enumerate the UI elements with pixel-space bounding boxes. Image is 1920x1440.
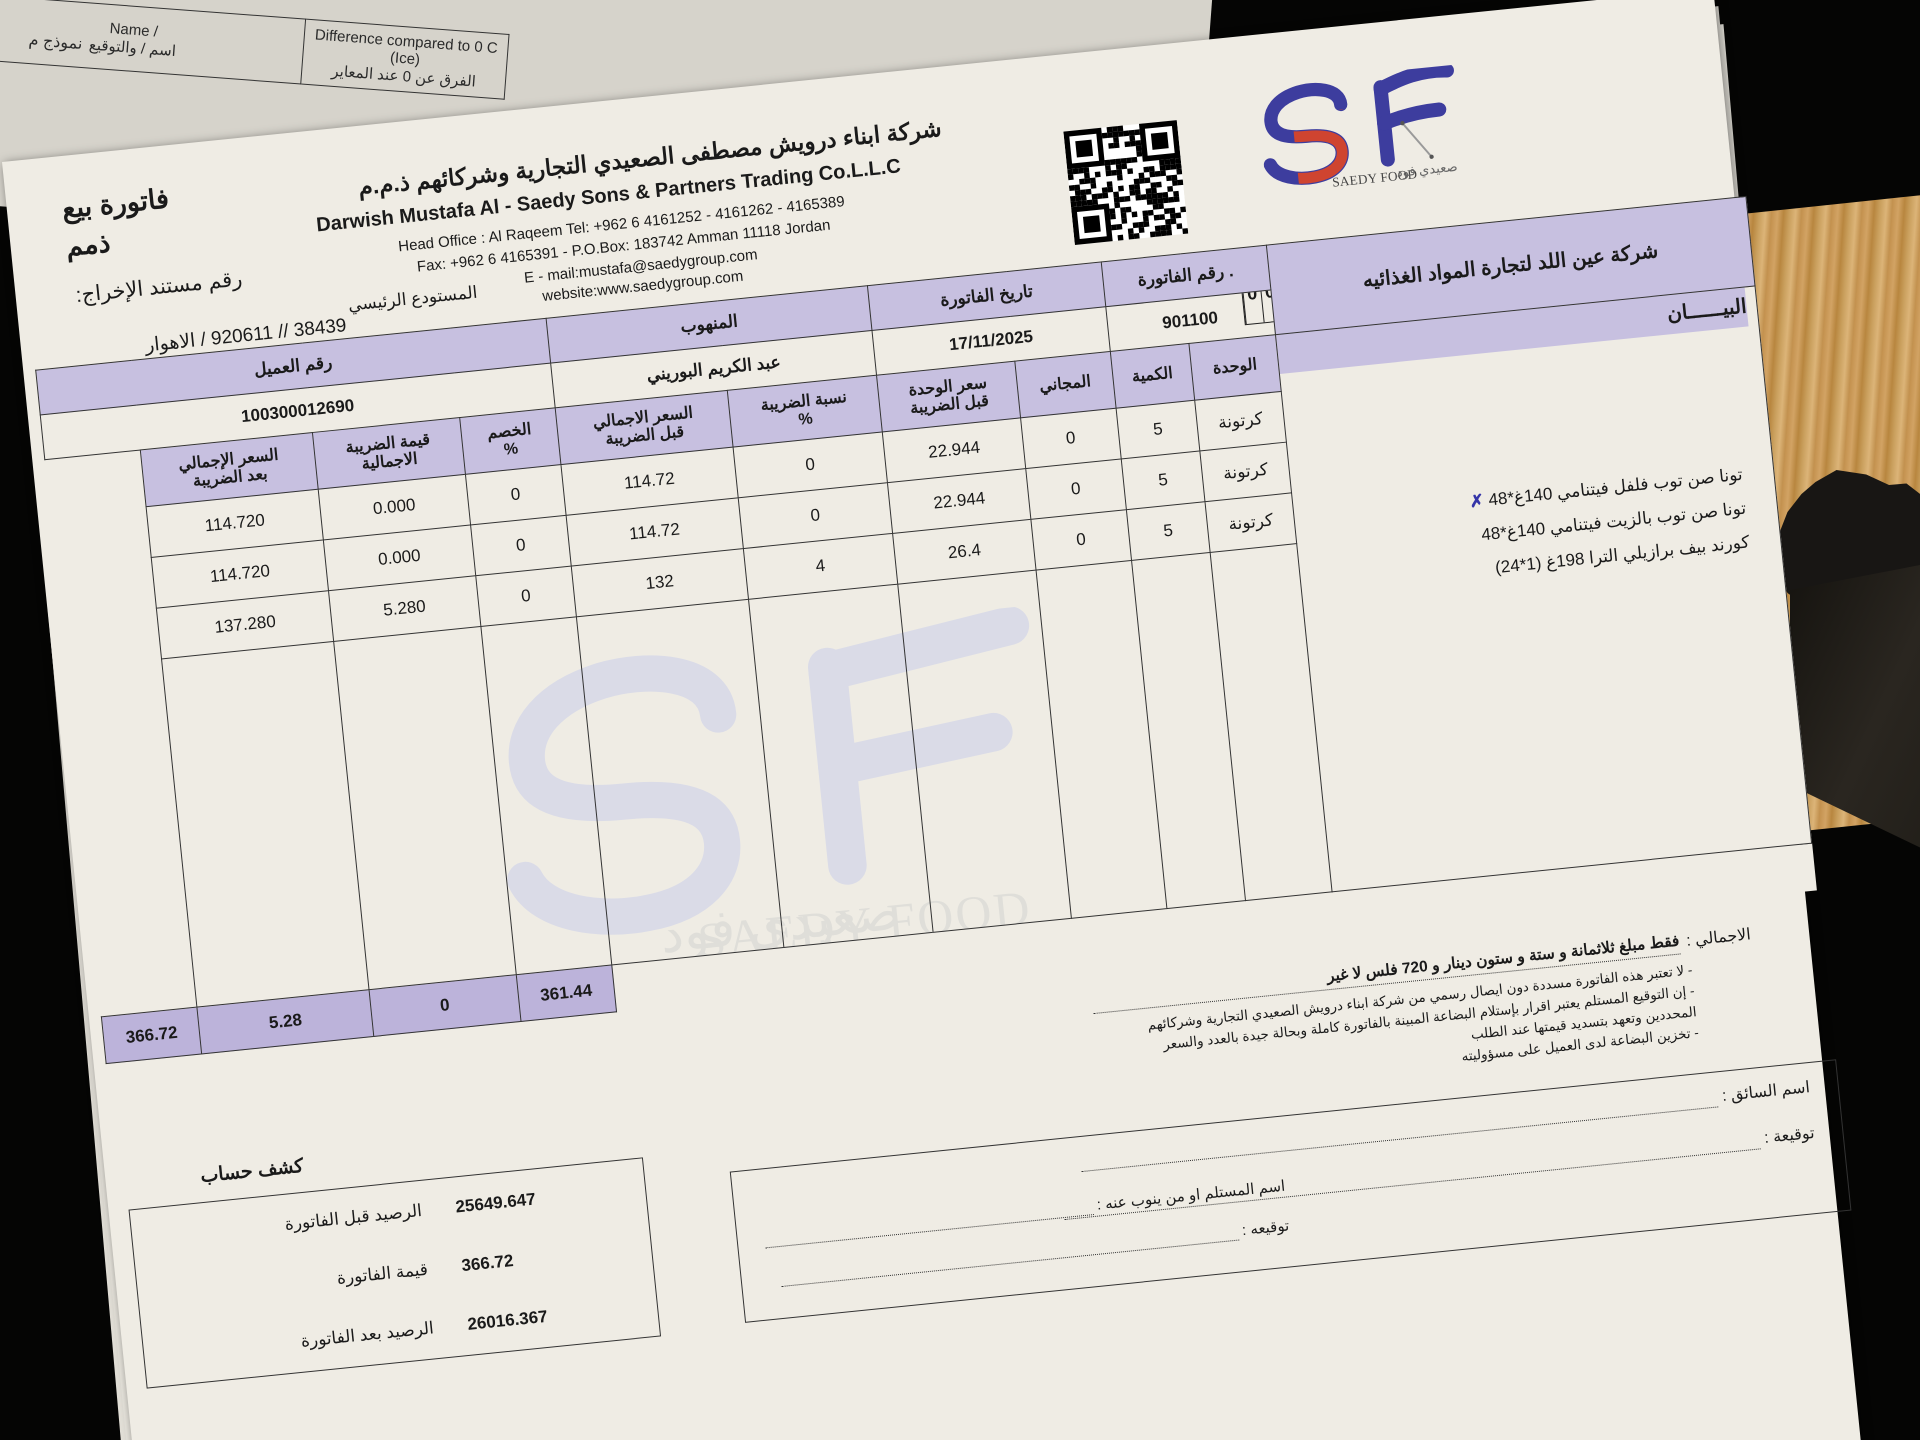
svg-text:صعيدي فود: صعيدي فود bbox=[1396, 159, 1459, 181]
